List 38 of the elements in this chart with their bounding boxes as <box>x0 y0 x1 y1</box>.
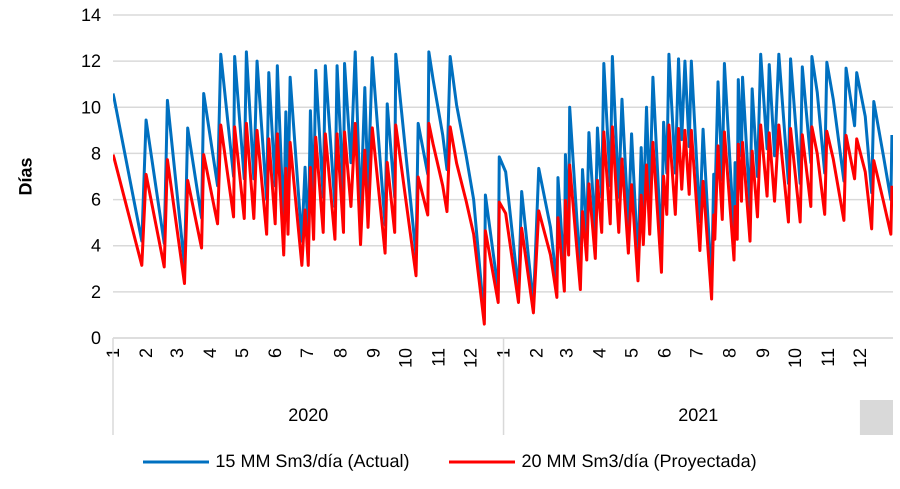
legend-label: 20 MM Sm3/día (Proyectada) <box>521 451 757 472</box>
y-tick-label: 14 <box>80 5 101 25</box>
x-tick-label: 12 <box>460 348 480 368</box>
y-axis-title: Días <box>15 157 36 196</box>
x-tick-label: 10 <box>784 348 805 368</box>
y-tick-label: 12 <box>80 51 101 72</box>
x-tick-label: 7 <box>297 348 318 358</box>
x-tick-label: 2 <box>526 348 547 358</box>
x-tick-label: 9 <box>752 348 773 358</box>
x-tick-label: 5 <box>622 348 642 358</box>
y-tick-label: 6 <box>90 190 101 210</box>
x-tick-label: 2 <box>136 348 156 358</box>
y-tick-label: 8 <box>90 143 101 164</box>
x-tick-label: 6 <box>265 348 286 358</box>
x-tick-label: 4 <box>590 348 610 358</box>
y-tick-label: 0 <box>90 328 101 348</box>
x-tick-label: 3 <box>556 348 576 358</box>
line-series <box>113 122 893 326</box>
x-tick-label: 10 <box>395 348 416 368</box>
text: 2021 <box>678 405 718 425</box>
text: 2020 <box>288 405 328 425</box>
x-tick-label: 1 <box>103 348 123 358</box>
y-tick-label: 4 <box>90 236 101 256</box>
x-tick-label: 12 <box>850 348 870 368</box>
x-tick-label: 9 <box>363 348 384 358</box>
x-tick-label: 4 <box>200 348 220 358</box>
x-tick-label: 3 <box>167 348 188 358</box>
x-tick-label: 7 <box>686 348 707 358</box>
x-tick-label: 6 <box>654 348 675 358</box>
x-tick-label: 5 <box>232 348 252 358</box>
legend-label: 15 MM Sm3/día (Actual) <box>215 451 410 472</box>
x-tick-label: 8 <box>720 348 740 358</box>
x-tick-label: 11 <box>428 348 448 367</box>
y-tick-label: 2 <box>90 282 101 302</box>
x-tick-label: 11 <box>818 348 838 367</box>
x-tick-label: 8 <box>330 348 350 358</box>
x-tick-label: 1 <box>494 348 514 358</box>
y-tick-label: 10 <box>80 97 101 118</box>
